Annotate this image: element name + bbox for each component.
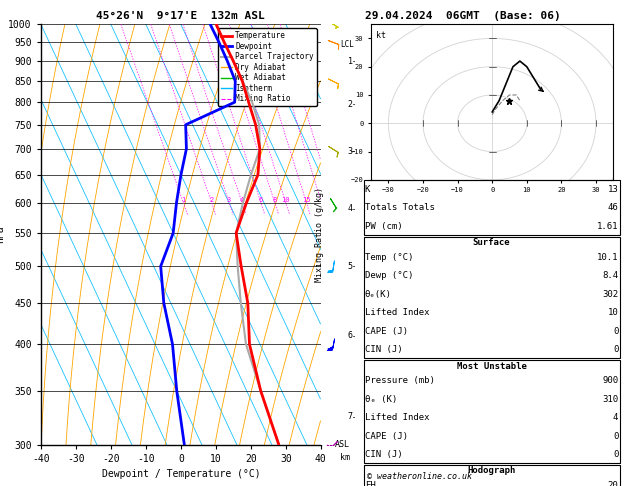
Text: 4: 4 <box>348 204 353 213</box>
Text: Dewp (°C): Dewp (°C) <box>365 272 413 280</box>
Text: 1.61: 1.61 <box>597 222 618 231</box>
Text: 8.4: 8.4 <box>602 272 618 280</box>
Text: 310: 310 <box>602 395 618 404</box>
Text: 900: 900 <box>602 376 618 385</box>
Text: © weatheronline.co.uk: © weatheronline.co.uk <box>367 472 472 481</box>
Text: 3: 3 <box>348 147 353 156</box>
Text: 2: 2 <box>209 197 214 203</box>
Text: 0: 0 <box>613 346 618 354</box>
Text: EH: EH <box>365 481 376 486</box>
Text: 10.1: 10.1 <box>597 253 618 262</box>
Text: Temp (°C): Temp (°C) <box>365 253 413 262</box>
Text: PW (cm): PW (cm) <box>365 222 403 231</box>
Text: 8: 8 <box>272 197 277 203</box>
Y-axis label: hPa: hPa <box>0 226 6 243</box>
Text: θₑ(K): θₑ(K) <box>365 290 392 299</box>
Text: 4: 4 <box>613 413 618 422</box>
Text: 29.04.2024  06GMT  (Base: 06): 29.04.2024 06GMT (Base: 06) <box>365 11 560 21</box>
Text: Lifted Index: Lifted Index <box>365 413 430 422</box>
Text: ASL: ASL <box>335 440 350 449</box>
Text: 0: 0 <box>613 432 618 441</box>
Text: km: km <box>340 452 350 462</box>
Text: CIN (J): CIN (J) <box>365 346 403 354</box>
Text: 0: 0 <box>613 450 618 459</box>
Text: 0: 0 <box>613 327 618 336</box>
Text: LCL: LCL <box>340 40 353 50</box>
Legend: Temperature, Dewpoint, Parcel Trajectory, Dry Adiabat, Wet Adiabat, Isotherm, Mi: Temperature, Dewpoint, Parcel Trajectory… <box>218 28 317 106</box>
Text: 2: 2 <box>348 100 353 109</box>
Text: Totals Totals: Totals Totals <box>365 203 435 212</box>
Text: 1: 1 <box>348 56 353 66</box>
Text: 20: 20 <box>608 481 618 486</box>
Text: 7: 7 <box>348 412 353 421</box>
Text: 10: 10 <box>608 309 618 317</box>
Text: CAPE (J): CAPE (J) <box>365 432 408 441</box>
Text: 1: 1 <box>181 197 186 203</box>
Text: 3: 3 <box>227 197 231 203</box>
Text: Most Unstable: Most Unstable <box>457 362 526 371</box>
Text: Pressure (mb): Pressure (mb) <box>365 376 435 385</box>
Text: kt: kt <box>376 31 386 39</box>
Text: 10: 10 <box>282 197 290 203</box>
Text: Surface: Surface <box>473 239 510 247</box>
Text: 13: 13 <box>608 185 618 194</box>
Text: Lifted Index: Lifted Index <box>365 309 430 317</box>
Text: 4: 4 <box>240 197 244 203</box>
Text: 6: 6 <box>259 197 263 203</box>
Text: 6: 6 <box>348 331 353 340</box>
Text: 46: 46 <box>608 203 618 212</box>
Title: 45°26'N  9°17'E  132m ASL: 45°26'N 9°17'E 132m ASL <box>96 11 265 21</box>
X-axis label: Dewpoint / Temperature (°C): Dewpoint / Temperature (°C) <box>101 469 260 479</box>
Text: CAPE (J): CAPE (J) <box>365 327 408 336</box>
Text: CIN (J): CIN (J) <box>365 450 403 459</box>
Text: θₑ (K): θₑ (K) <box>365 395 397 404</box>
Text: 15: 15 <box>302 197 311 203</box>
Text: 302: 302 <box>602 290 618 299</box>
Text: Mixing Ratio (g/kg): Mixing Ratio (g/kg) <box>314 187 323 282</box>
Text: Hodograph: Hodograph <box>467 467 516 475</box>
Text: K: K <box>365 185 370 194</box>
Text: 5: 5 <box>348 262 353 271</box>
